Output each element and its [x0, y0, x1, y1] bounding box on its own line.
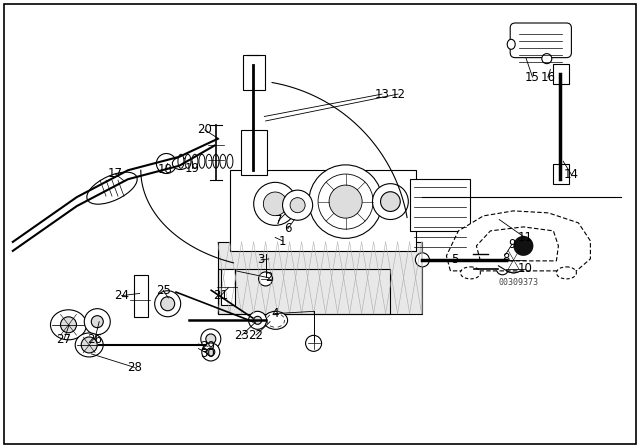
Text: 00309373: 00309373 — [499, 278, 538, 287]
Text: 6: 6 — [284, 222, 292, 235]
Text: 12: 12 — [390, 87, 406, 101]
Text: 5: 5 — [451, 253, 458, 267]
Circle shape — [206, 334, 216, 344]
Bar — [218, 242, 422, 314]
Bar — [134, 275, 148, 317]
Bar — [230, 170, 416, 251]
Text: 29: 29 — [200, 340, 216, 353]
Text: 27: 27 — [56, 333, 72, 346]
Circle shape — [542, 54, 552, 64]
Ellipse shape — [178, 154, 184, 168]
Text: 28: 28 — [127, 361, 142, 374]
Circle shape — [253, 316, 262, 324]
Ellipse shape — [172, 158, 188, 169]
Polygon shape — [447, 211, 591, 271]
Ellipse shape — [51, 310, 86, 340]
Circle shape — [290, 198, 305, 213]
Circle shape — [318, 174, 373, 229]
Circle shape — [259, 272, 273, 286]
Bar — [218, 269, 390, 314]
Text: 7: 7 — [275, 214, 282, 228]
Text: 24: 24 — [114, 289, 129, 302]
Circle shape — [161, 297, 175, 311]
Circle shape — [202, 343, 220, 361]
Circle shape — [156, 154, 177, 173]
Ellipse shape — [220, 154, 226, 168]
Text: 23: 23 — [234, 328, 250, 342]
Ellipse shape — [556, 267, 577, 279]
Bar — [221, 269, 236, 305]
Text: 20: 20 — [197, 123, 212, 137]
Text: 26: 26 — [87, 333, 102, 346]
Text: 14: 14 — [564, 168, 579, 181]
Text: 2: 2 — [265, 271, 273, 284]
Text: 3: 3 — [257, 253, 265, 267]
Bar — [241, 130, 267, 175]
Text: 25: 25 — [156, 284, 171, 297]
Circle shape — [309, 165, 382, 238]
Circle shape — [207, 348, 215, 356]
Ellipse shape — [213, 154, 219, 168]
Circle shape — [84, 309, 110, 335]
Text: 1: 1 — [279, 234, 287, 248]
Ellipse shape — [264, 311, 287, 329]
Text: 18: 18 — [157, 163, 173, 176]
Text: 13: 13 — [374, 87, 390, 101]
Text: 16: 16 — [540, 70, 556, 84]
Bar — [553, 164, 569, 184]
Ellipse shape — [507, 39, 515, 49]
Circle shape — [92, 316, 103, 327]
Circle shape — [248, 311, 267, 329]
Ellipse shape — [87, 172, 137, 204]
Circle shape — [155, 291, 180, 317]
Circle shape — [381, 192, 400, 211]
Ellipse shape — [227, 154, 233, 168]
Ellipse shape — [460, 267, 481, 279]
Bar — [553, 64, 569, 84]
Circle shape — [415, 253, 429, 267]
Text: 30: 30 — [200, 347, 216, 361]
Ellipse shape — [502, 247, 525, 273]
Text: 11: 11 — [517, 231, 532, 244]
Circle shape — [201, 329, 221, 349]
Circle shape — [264, 192, 287, 215]
Text: 19: 19 — [184, 161, 200, 175]
Bar — [410, 179, 470, 231]
Circle shape — [329, 185, 362, 218]
Text: 9: 9 — [508, 237, 516, 251]
Circle shape — [81, 337, 97, 353]
Circle shape — [500, 247, 527, 273]
Text: 17: 17 — [108, 167, 123, 181]
Ellipse shape — [76, 333, 103, 357]
Ellipse shape — [185, 154, 191, 168]
Text: 22: 22 — [248, 328, 264, 342]
Ellipse shape — [199, 154, 205, 168]
Bar — [243, 55, 265, 90]
Text: 4: 4 — [271, 307, 279, 320]
Circle shape — [253, 182, 297, 225]
Circle shape — [61, 317, 77, 333]
Text: 15: 15 — [525, 70, 540, 84]
Ellipse shape — [206, 154, 212, 168]
Circle shape — [372, 184, 408, 220]
Ellipse shape — [192, 154, 198, 168]
Circle shape — [306, 336, 322, 351]
FancyBboxPatch shape — [510, 23, 572, 58]
Circle shape — [513, 236, 533, 256]
Text: 8: 8 — [502, 252, 509, 266]
Circle shape — [497, 263, 508, 275]
Text: 21: 21 — [213, 289, 228, 302]
Circle shape — [282, 190, 313, 220]
Polygon shape — [476, 227, 559, 261]
Circle shape — [488, 250, 498, 259]
Text: 10: 10 — [517, 262, 532, 276]
